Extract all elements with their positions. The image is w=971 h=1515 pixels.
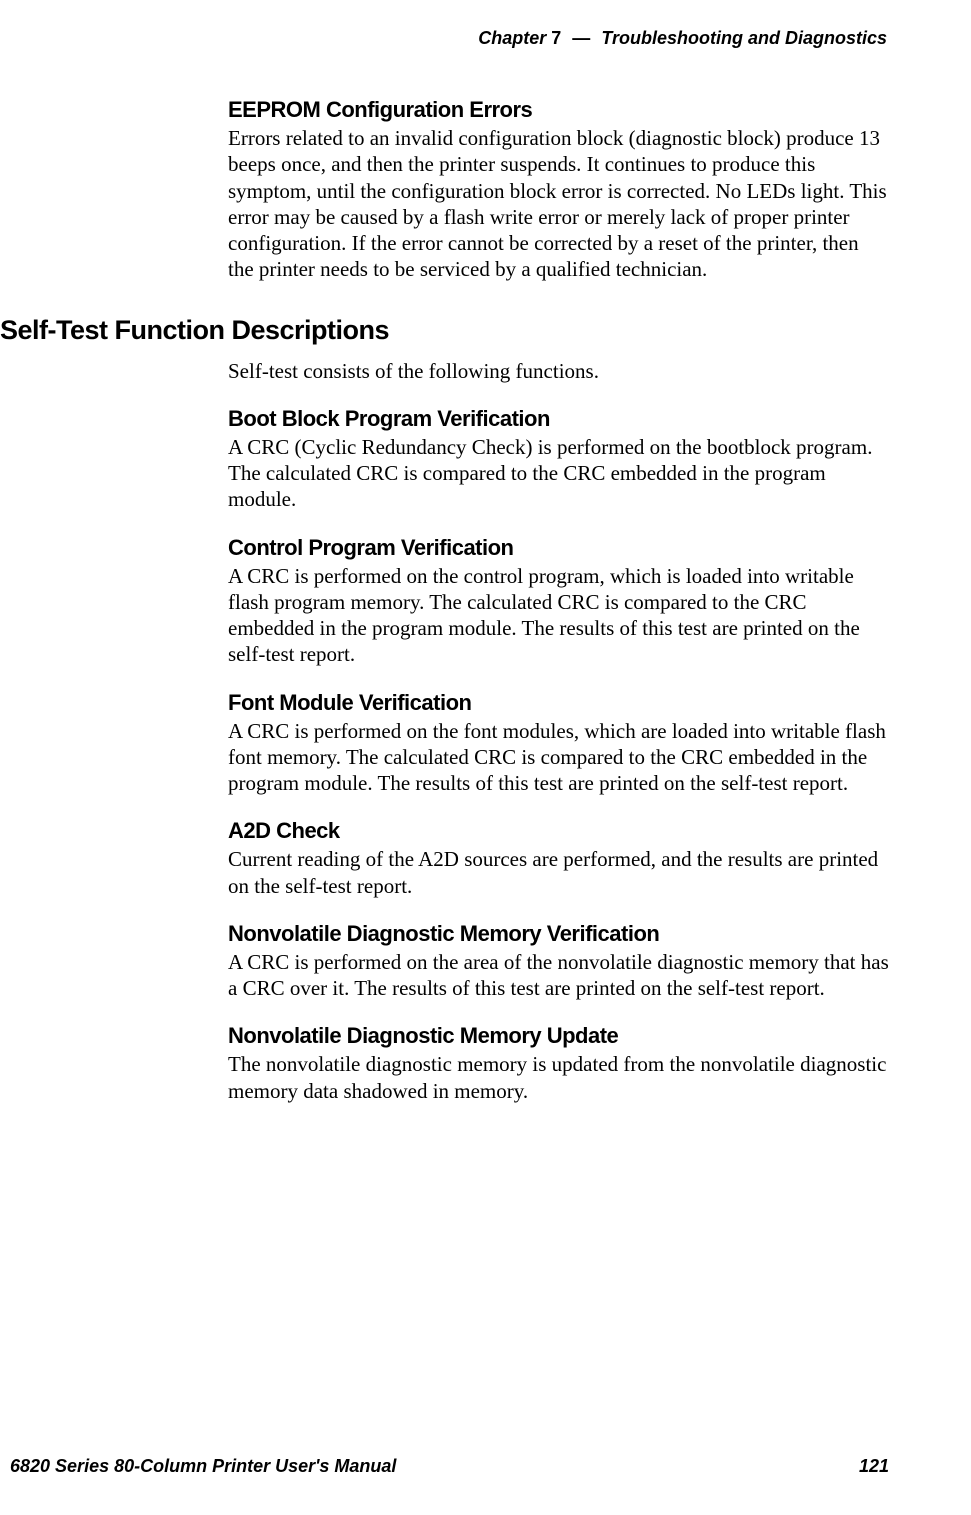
font-body: A CRC is performed on the font modules, …: [228, 718, 889, 797]
page-footer: 6820 Series 80-Column Printer User's Man…: [0, 1456, 889, 1477]
nvverify-body: A CRC is performed on the area of the no…: [228, 949, 889, 1002]
nvverify-section: Nonvolatile Diagnostic Memory Verificati…: [228, 921, 889, 1024]
nvupdate-section: Nonvolatile Diagnostic Memory Update The…: [228, 1023, 889, 1126]
font-section: Font Module Verification A CRC is perfor…: [228, 690, 889, 819]
eeprom-section: EEPROM Configuration Errors Errors relat…: [228, 97, 889, 305]
boot-heading: Boot Block Program Verification: [228, 406, 889, 432]
boot-section: Boot Block Program Verification A CRC (C…: [228, 406, 889, 535]
control-heading: Control Program Verification: [228, 535, 889, 561]
a2d-body: Current reading of the A2D sources are p…: [228, 846, 889, 899]
selftest-heading: Self-Test Function Descriptions: [0, 315, 889, 346]
main-content: EEPROM Configuration Errors Errors relat…: [0, 97, 889, 1456]
section-title: Troubleshooting and Diagnostics: [601, 28, 887, 48]
nvverify-heading: Nonvolatile Diagnostic Memory Verificati…: [228, 921, 889, 947]
selftest-intro-block: Self-test consists of the following func…: [228, 358, 889, 406]
eeprom-heading: EEPROM Configuration Errors: [228, 97, 889, 123]
page-header: Chapter 7 — Troubleshooting and Diagnost…: [0, 28, 889, 49]
control-body: A CRC is performed on the control progra…: [228, 563, 889, 668]
document-page: Chapter 7 — Troubleshooting and Diagnost…: [0, 0, 971, 1515]
nvupdate-heading: Nonvolatile Diagnostic Memory Update: [228, 1023, 889, 1049]
manual-title: 6820 Series 80-Column Printer User's Man…: [10, 1456, 396, 1477]
control-section: Control Program Verification A CRC is pe…: [228, 535, 889, 690]
eeprom-body: Errors related to an invalid configurati…: [228, 125, 889, 283]
chapter-label: Chapter: [478, 28, 546, 48]
boot-body: A CRC (Cyclic Redundancy Check) is perfo…: [228, 434, 889, 513]
selftest-intro: Self-test consists of the following func…: [228, 358, 889, 384]
nvupdate-body: The nonvolatile diagnostic memory is upd…: [228, 1051, 889, 1104]
a2d-section: A2D Check Current reading of the A2D sou…: [228, 818, 889, 921]
a2d-heading: A2D Check: [228, 818, 889, 844]
chapter-number: 7: [551, 28, 561, 48]
page-number: 121: [859, 1456, 889, 1477]
header-separator: —: [572, 28, 590, 48]
font-heading: Font Module Verification: [228, 690, 889, 716]
